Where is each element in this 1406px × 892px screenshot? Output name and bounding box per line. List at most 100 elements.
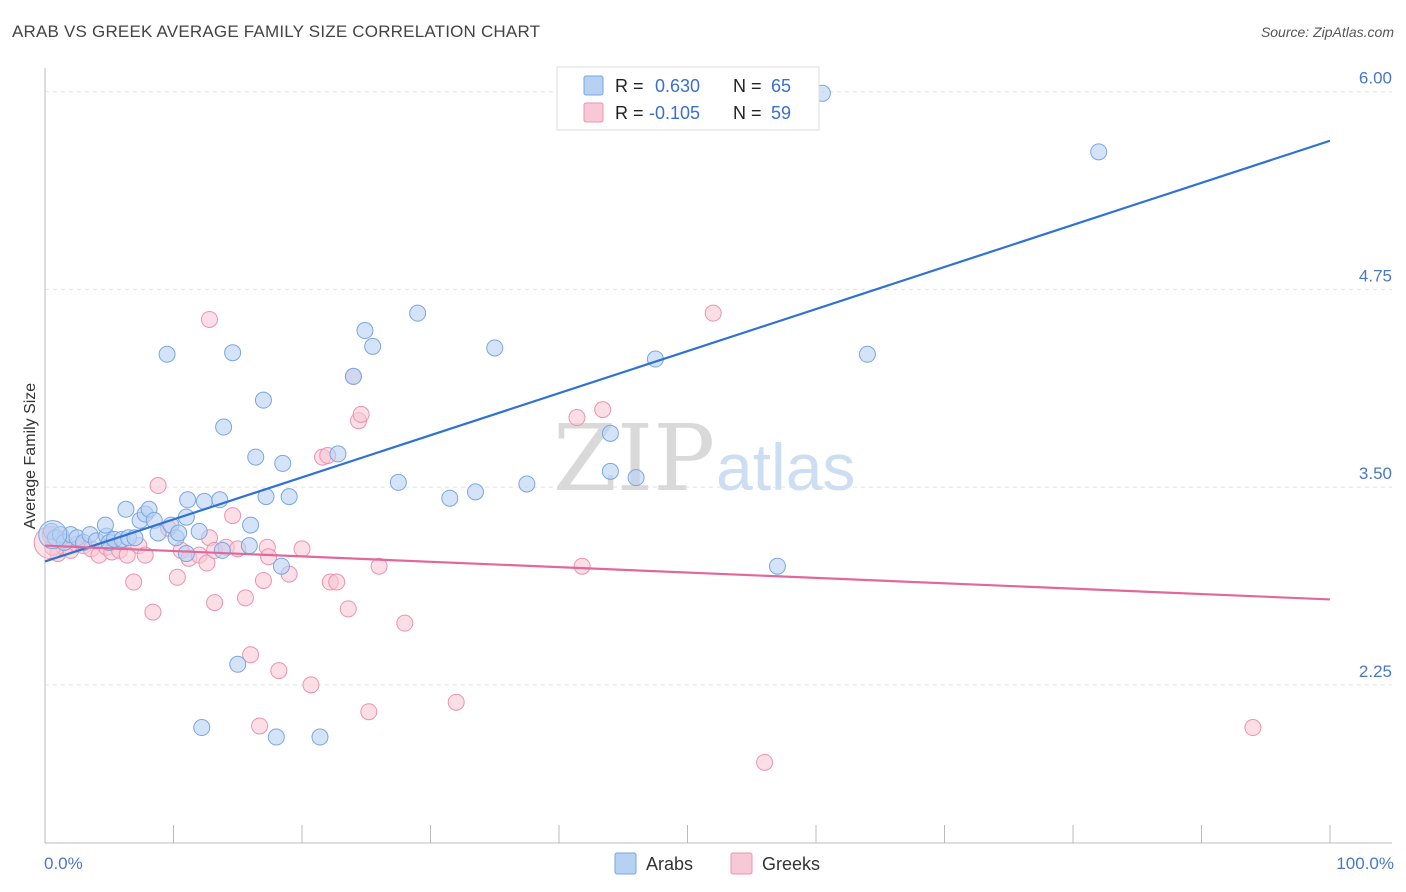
x-tick-label-max: 100.0% — [1336, 854, 1394, 873]
arabs-data-point — [486, 339, 504, 357]
greeks-data-point — [370, 557, 388, 575]
greeks-data-point — [206, 594, 224, 612]
arabs-data-point — [389, 473, 407, 491]
y-tick-label: 4.75 — [1359, 266, 1392, 285]
greeks-data-point — [1244, 719, 1262, 737]
arabs-data-point — [213, 541, 231, 559]
greeks-data-point — [118, 546, 136, 564]
legend-greeks-r-value: -0.105 — [649, 103, 700, 123]
arabs-data-point — [190, 522, 208, 540]
legend-arabs-r-label: R = — [615, 76, 644, 96]
greeks-data-point — [573, 557, 591, 575]
y-axis-label: Average Family Size — [22, 383, 39, 530]
greeks-trend-line — [44, 544, 1331, 601]
arabs-data-point — [224, 344, 242, 362]
arabs-data-point — [601, 424, 619, 442]
arabs-data-point — [38, 520, 68, 550]
greeks-data-point — [302, 676, 320, 694]
arabs-data-point — [117, 500, 135, 518]
arabs-data-point — [215, 418, 233, 436]
greeks-data-point — [200, 310, 218, 328]
greeks-data-point — [242, 646, 260, 664]
chart-title: ARAB VS GREEK AVERAGE FAMILY SIZE CORREL… — [12, 22, 541, 41]
greeks-points — [33, 304, 1262, 771]
arabs-data-point — [267, 728, 285, 746]
legend-greeks-n-label: N = — [733, 103, 762, 123]
greeks-data-point — [447, 693, 465, 711]
legend-arabs-n-label: N = — [733, 76, 762, 96]
y-tick-label: 2.25 — [1359, 662, 1392, 681]
arabs-data-point — [356, 322, 374, 340]
source-label: Source: ZipAtlas.com — [1260, 24, 1394, 40]
greeks-data-point — [224, 507, 242, 525]
x-tick-label-min: 0.0% — [44, 854, 83, 873]
axes — [44, 68, 1392, 844]
arabs-data-point — [242, 516, 260, 534]
greeks-data-point — [136, 546, 154, 564]
arabs-points — [38, 84, 1108, 746]
bottom-legend-greeks-label: Greeks — [762, 854, 820, 874]
arabs-data-point — [179, 491, 197, 509]
arabs-data-point — [627, 469, 645, 487]
arabs-data-point — [441, 489, 459, 507]
arabs-data-point — [601, 462, 619, 480]
y-tick-labels: 2.25 3.50 4.75 6.00 — [1359, 69, 1392, 681]
correlation-legend: R = 0.630 N = 65 R = -0.105 N = 59 — [556, 66, 820, 131]
arabs-data-point — [170, 524, 188, 542]
legend-arabs-swatch — [583, 75, 604, 96]
arabs-trend-line — [44, 139, 1331, 563]
arabs-data-point — [858, 345, 876, 363]
watermark-atlas: atlas — [716, 430, 855, 504]
greeks-data-point — [149, 477, 167, 495]
arabs-data-point — [466, 483, 484, 501]
greeks-data-point — [125, 573, 143, 591]
greeks-data-point — [756, 753, 774, 771]
greeks-data-point — [251, 717, 269, 735]
greeks-data-point — [396, 614, 414, 632]
arabs-data-point — [158, 345, 176, 363]
greeks-data-point — [168, 568, 186, 586]
legend-greeks-swatch — [583, 102, 604, 123]
greeks-data-point — [704, 304, 722, 322]
greeks-data-point — [360, 703, 378, 721]
arabs-data-point — [96, 516, 114, 534]
arabs-data-point — [177, 545, 195, 563]
y-tick-label: 6.00 — [1359, 69, 1392, 88]
arabs-data-point — [272, 557, 290, 575]
bottom-legend-arabs-swatch — [614, 852, 637, 875]
arabs-data-point — [274, 454, 292, 472]
greeks-data-point — [144, 603, 162, 621]
greeks-data-point — [260, 548, 278, 566]
y-tick-label: 3.50 — [1359, 464, 1392, 483]
bottom-legend-greeks-swatch — [730, 852, 753, 875]
greeks-data-point — [270, 662, 288, 680]
arabs-data-point — [280, 488, 298, 506]
arabs-data-point — [193, 719, 211, 737]
arabs-data-point — [240, 537, 258, 555]
greeks-data-point — [568, 409, 586, 427]
greeks-data-point — [328, 573, 346, 591]
greeks-data-point — [254, 571, 272, 589]
series-legend: Arabs Greeks — [614, 852, 820, 875]
arabs-data-point — [518, 475, 536, 493]
bottom-legend-arabs-label: Arabs — [646, 854, 693, 874]
greeks-data-point — [594, 401, 612, 419]
arabs-data-point — [364, 337, 382, 355]
arabs-data-point — [329, 445, 347, 463]
arabs-data-point — [229, 655, 247, 673]
greeks-data-point — [198, 554, 216, 572]
arabs-data-point — [344, 367, 362, 385]
legend-arabs-r-value: 0.630 — [655, 76, 700, 96]
greeks-data-point — [236, 589, 254, 607]
arabs-data-point — [768, 557, 786, 575]
arabs-data-point — [311, 728, 329, 746]
trend-lines — [44, 139, 1331, 601]
legend-greeks-r-label: R = — [615, 103, 644, 123]
legend-arabs-n-value: 65 — [771, 76, 791, 96]
arabs-data-point — [247, 448, 265, 466]
greeks-data-point — [352, 405, 370, 423]
arabs-data-point — [409, 304, 427, 322]
greeks-data-point — [293, 540, 311, 558]
greeks-data-point — [339, 600, 357, 618]
